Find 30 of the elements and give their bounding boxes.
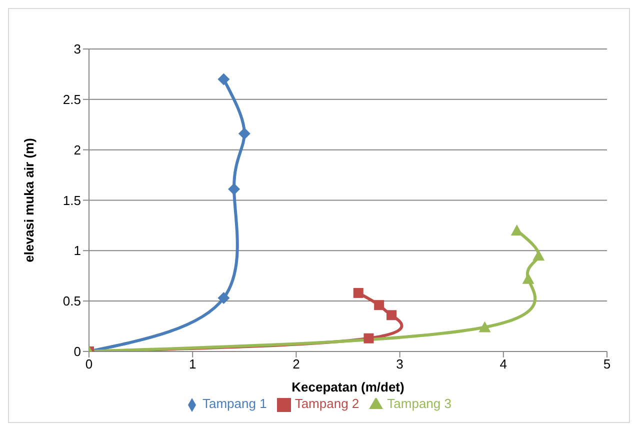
x-tick-label: 4: [500, 356, 508, 372]
point: [353, 288, 364, 298]
point: [522, 272, 534, 284]
legend-label: Tampang 1: [202, 396, 267, 412]
point: [478, 321, 491, 332]
y-axis-title: elevasi muka air (m): [22, 138, 37, 262]
x-tick-label: 0: [85, 356, 93, 372]
point: [218, 73, 230, 86]
x-axis-title: Kecepatan (m/det): [292, 379, 404, 394]
point: [364, 333, 374, 344]
point: [510, 224, 523, 236]
point: [228, 183, 240, 196]
y-tick-label: 1.5: [62, 192, 81, 208]
y-tick-label: 2.5: [62, 92, 81, 108]
x-tick-label: 1: [188, 356, 196, 372]
x-tick-label: 2: [292, 356, 300, 372]
y-tick-label: 0: [74, 344, 81, 360]
y-tick-label: 1: [74, 243, 81, 258]
legend-label: Tampang 2: [294, 396, 360, 412]
legend-label: Tampang 3: [387, 396, 452, 412]
y-tick-label: 3: [74, 42, 81, 57]
y-tick-label: 0.5: [62, 294, 81, 309]
point: [218, 292, 230, 304]
x-tick-label: 3: [396, 356, 404, 372]
x-tick-label: 5: [603, 356, 611, 372]
point: [532, 250, 545, 261]
point: [374, 300, 384, 310]
point: [238, 128, 250, 140]
y-tick-label: 2: [74, 142, 81, 158]
point: [386, 310, 397, 320]
